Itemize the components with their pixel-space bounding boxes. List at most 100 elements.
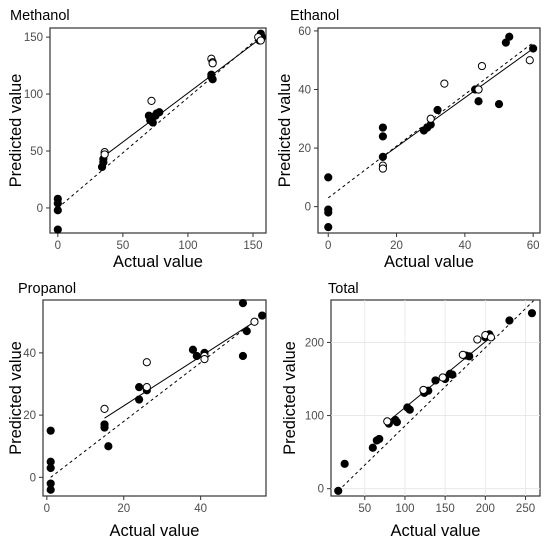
propanol-filled-point	[135, 383, 144, 392]
propanol-filled-point	[188, 345, 198, 354]
total-open-point	[438, 373, 447, 382]
propanol-dashed-line	[50, 315, 263, 478]
methanol-y-axis-title: Predicted value	[7, 74, 25, 188]
ethanol-filled-point	[378, 123, 387, 132]
ethanol-y-tick-label: 0	[305, 202, 311, 214]
propanol-panel: 0 20 40 0 20 40 Propanol Actual value Predicted …	[7, 281, 267, 540]
total-panel-title: Total	[328, 281, 359, 297]
ethanol-y-tick-label: 20	[298, 143, 311, 155]
propanol-solid-line	[104, 321, 255, 419]
propanol-open-point	[142, 383, 151, 392]
methanol-open-point	[100, 150, 109, 159]
total-x-tick-label: 200	[476, 503, 495, 515]
total-x-tick-label: 100	[395, 503, 414, 515]
propanol-y-tick-label: 20	[23, 410, 36, 422]
methanol-x-axis-title: Actual value	[113, 253, 203, 271]
ethanol-x-tick-label: 40	[458, 240, 471, 252]
ethanol-filled-point	[378, 152, 387, 161]
propanol-filled-point	[46, 426, 55, 435]
ethanol-filled-point	[433, 105, 442, 115]
propanol-x-tick-label: 20	[117, 503, 130, 515]
total-y-tick-label: 100	[305, 411, 324, 423]
methanol-x-tick-label: 150	[243, 240, 262, 252]
propanol-y-axis-title: Predicted value	[7, 341, 25, 455]
propanol-filled-point	[46, 463, 55, 473]
methanol-panel-title: Methanol	[10, 8, 70, 24]
methanol-y-tick-label: 0	[37, 203, 43, 215]
methanol-filled-point	[155, 108, 164, 117]
methanol-filled-point	[208, 75, 217, 84]
propanol-x-tick-label: 0	[44, 503, 50, 515]
propanol-x-axis-title: Actual value	[110, 522, 200, 540]
ethanol-filled-point	[474, 97, 483, 106]
propanol-panel-title: Propanol	[18, 281, 76, 297]
total-filled-point	[527, 309, 537, 318]
total-x-tick-label: 150	[436, 503, 455, 515]
ethanol-open-point	[474, 85, 483, 94]
propanol-filled-point	[238, 299, 248, 308]
ethanol-open-point	[477, 61, 487, 71]
ethanol-x-tick-label: 60	[527, 240, 540, 252]
total-x-tick-label: 250	[516, 503, 535, 515]
propanol-y-tick-label: 0	[30, 472, 36, 484]
methanol-filled-point	[53, 199, 62, 208]
ethanol-filled-point	[529, 44, 538, 53]
ethanol-filled-point	[505, 32, 514, 41]
propanol-filled-point	[104, 442, 113, 451]
ethanol-panel-title: Ethanol	[290, 8, 339, 24]
ethanol-y-axis-title: Predicted value	[276, 74, 294, 188]
methanol-y-tick-label: 150	[24, 32, 43, 44]
ethanol-y-tick-label: 60	[298, 26, 311, 38]
methanol-x-tick-label: 100	[178, 240, 197, 252]
methanol-dashed-line	[57, 34, 263, 209]
methanol-open-point	[256, 36, 265, 45]
total-panel: 50 100 150 200 250 0 100 200 Total Actual value Pr…	[281, 281, 541, 540]
ethanol-filled-point	[324, 173, 333, 182]
ethanol-open-point	[525, 56, 534, 65]
methanol-filled-point	[53, 225, 62, 234]
propanol-filled-point	[100, 423, 109, 432]
total-y-tick-label: 0	[318, 484, 324, 496]
methanol-panel: 0 50 100 150 0 50 100 150 Methanol Actual value Pr…	[7, 8, 267, 271]
total-filled-point	[340, 459, 349, 468]
methanol-plot-frame	[49, 27, 267, 234]
propanol-filled-point	[258, 311, 267, 320]
total-filled-point	[431, 376, 440, 385]
propanol-y-tick-label: 40	[23, 348, 36, 360]
total-x-tick-label: 50	[358, 503, 371, 515]
ethanol-open-point	[426, 114, 435, 123]
propanol-open-point	[200, 355, 209, 364]
methanol-open-point	[147, 96, 156, 105]
total-filled-point	[368, 443, 377, 452]
ethanol-filled-point	[324, 208, 333, 217]
propanol-filled-point	[46, 485, 55, 494]
propanol-filled-point	[238, 351, 248, 361]
methanol-x-tick-label: 0	[55, 240, 61, 252]
total-open-point	[383, 417, 392, 426]
ethanol-open-point	[378, 164, 387, 173]
methanol-solid-line	[103, 37, 262, 158]
total-x-axis-title: Actual value	[391, 522, 481, 540]
total-open-point	[419, 385, 428, 395]
total-y-axis-title: Predicted value	[281, 341, 299, 455]
ethanol-open-point	[440, 79, 449, 88]
total-y-tick-label: 200	[305, 337, 324, 349]
ethanol-filled-point	[378, 132, 387, 141]
total-filled-point	[505, 316, 514, 325]
ethanol-filled-point	[324, 223, 333, 232]
propanol-x-tick-label: 40	[194, 503, 207, 515]
total-filled-point	[334, 486, 343, 495]
total-open-point	[486, 333, 496, 342]
propanol-filled-point	[135, 395, 144, 404]
propanol-plot-frame	[42, 299, 267, 497]
methanol-y-tick-label: 100	[24, 89, 43, 101]
methanol-filled-point	[148, 118, 157, 127]
total-open-point	[458, 350, 467, 359]
ethanol-solid-line	[382, 48, 534, 158]
total-filled-point	[375, 434, 384, 444]
propanol-open-point	[100, 404, 109, 413]
total-filled-point	[448, 370, 457, 379]
propanol-open-point	[250, 317, 259, 326]
total-filled-point	[405, 405, 414, 414]
